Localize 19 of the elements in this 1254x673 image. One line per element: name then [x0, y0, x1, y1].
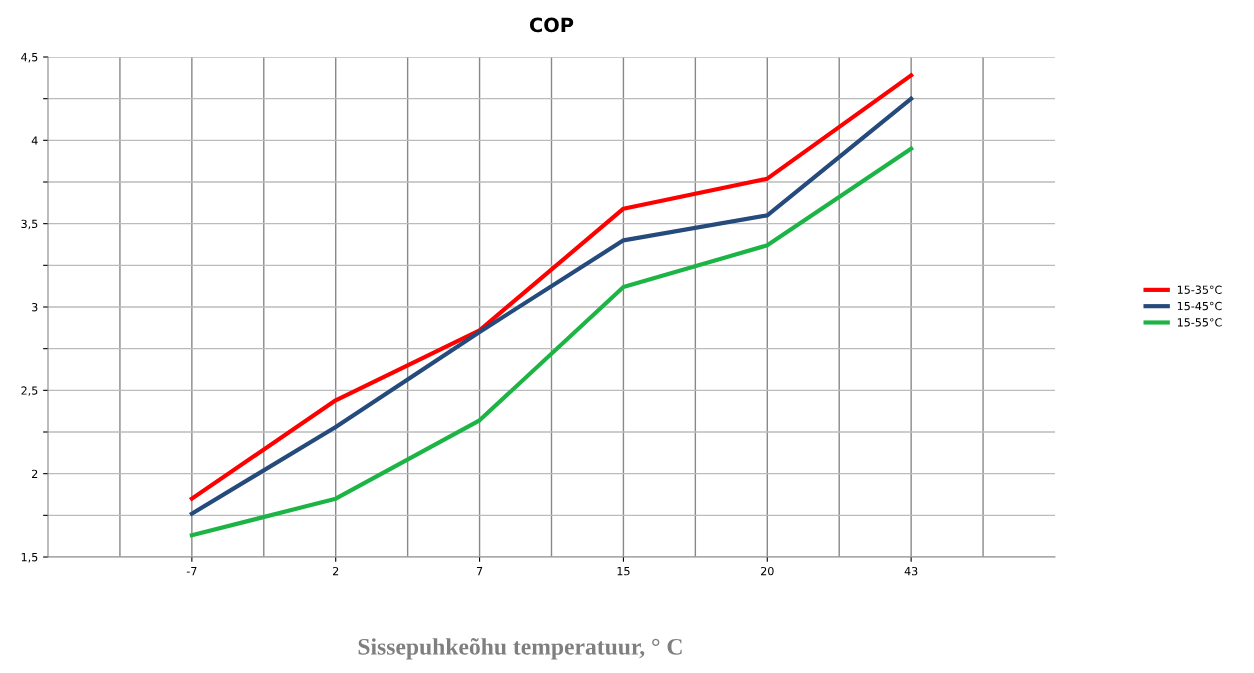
line-series [189, 146, 914, 538]
legend-label: 15-45°C [1177, 301, 1222, 311]
y-tick-label: 2 [32, 469, 38, 478]
y-tick-label: 3 [32, 302, 38, 312]
x-tick-label: 15 [617, 567, 630, 576]
x-tick-label: 43 [904, 566, 918, 576]
x-tick-label: 7 [476, 567, 483, 576]
x-tick-label: -7 [186, 567, 197, 576]
y-tick-label: 1,5 [21, 553, 38, 563]
chart-title: COP [529, 17, 574, 33]
y-tick-label: 2,5 [21, 386, 38, 396]
x-axis-title: Sissepuhkeõhu temperatuur, ° C [358, 638, 682, 660]
y-tick-label: 3,5 [21, 219, 38, 230]
legend-label: 15-35°C [1177, 285, 1222, 294]
x-tick-label: 2 [332, 566, 339, 576]
legend-label: 15-55°C [1177, 318, 1222, 327]
y-tick-label: 4,5 [21, 53, 38, 63]
x-tick-label: 20 [761, 566, 774, 576]
y-tick-label: 4 [31, 136, 38, 145]
